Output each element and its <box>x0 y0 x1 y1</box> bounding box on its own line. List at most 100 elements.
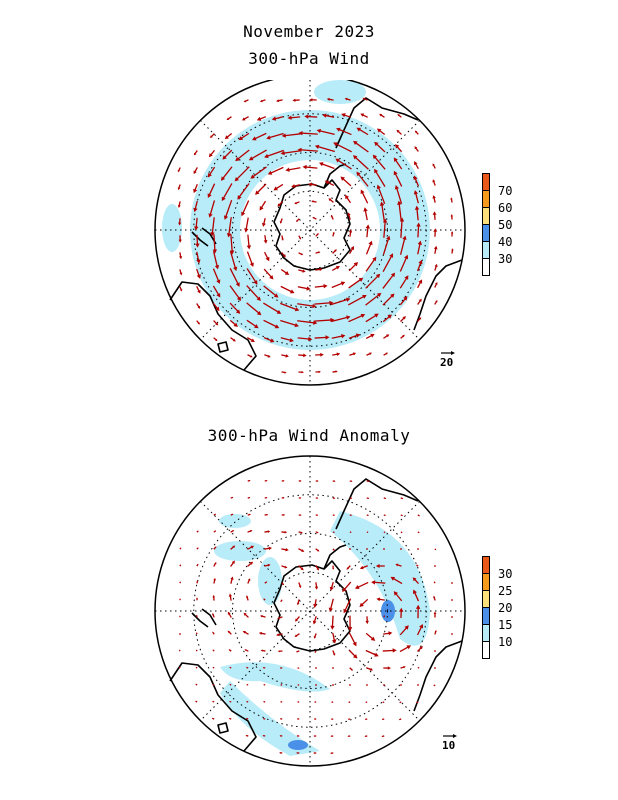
wind-vector <box>267 166 284 175</box>
wind-vector <box>264 513 269 516</box>
anomaly-shading <box>214 511 430 756</box>
wind-vector <box>390 576 403 585</box>
wind-vector <box>196 597 198 601</box>
latitude-circle <box>232 152 388 308</box>
colorbar-swatch <box>482 224 490 242</box>
wind-vector <box>281 497 285 499</box>
wind-vector <box>230 545 236 550</box>
wind-vector <box>434 650 436 652</box>
wind-vector <box>281 582 285 586</box>
wind-vector <box>364 735 368 738</box>
wind-vector <box>229 700 232 703</box>
wind-vector <box>212 700 215 703</box>
wind-vector <box>349 684 351 686</box>
wind-vector <box>416 222 421 238</box>
wind-vector <box>349 548 351 550</box>
wind-vector <box>178 666 181 669</box>
wind-vector <box>316 128 335 136</box>
wind-vector <box>365 224 370 238</box>
wind-vector <box>348 333 361 339</box>
wind-vector <box>298 582 302 589</box>
wind-vector <box>177 184 181 191</box>
reference-vector-wind: 20 <box>440 350 456 369</box>
wind-vector <box>260 649 266 652</box>
wind-vector <box>335 158 352 170</box>
wind-vector <box>258 631 266 635</box>
wind-vector <box>196 580 199 584</box>
reference-arrow-icon <box>441 351 455 355</box>
wind-vector <box>382 293 395 306</box>
wind-vector <box>332 231 335 237</box>
wind-vector <box>353 155 369 170</box>
tasmania-coastline <box>217 341 229 353</box>
wind-vector <box>221 183 233 202</box>
wind-vector <box>433 228 438 237</box>
wind-vector <box>332 497 336 499</box>
new-zealand-coastline <box>191 608 217 628</box>
wind-vector <box>298 480 302 482</box>
wind-vector <box>263 598 266 601</box>
wind-vector <box>297 320 318 325</box>
wind-vector <box>331 334 346 339</box>
wind-vector <box>432 211 437 220</box>
map-gridlines <box>155 80 465 385</box>
colorbar-label: 40 <box>498 235 513 249</box>
wind-vector <box>229 666 232 669</box>
wind-vector <box>375 564 385 569</box>
anomaly-shading-west <box>214 541 266 561</box>
wind-vector <box>314 300 334 306</box>
wind-vector <box>247 354 253 358</box>
wind-vector <box>344 97 351 101</box>
wind-vector <box>349 531 352 533</box>
colorbar-swatch <box>482 173 490 191</box>
latitude-circle <box>270 571 350 651</box>
wind-vector <box>349 480 353 482</box>
wind-vector <box>417 259 423 272</box>
wind-vector <box>417 531 420 534</box>
wind-vector <box>263 251 270 262</box>
wind-vector <box>393 170 403 187</box>
wind-vector <box>348 261 359 272</box>
wind-vector <box>213 546 217 550</box>
wind-vector <box>292 98 300 102</box>
wind-vector <box>348 632 357 647</box>
south-america-coastline <box>335 478 419 530</box>
wind-vector <box>280 701 283 703</box>
wind-vector <box>241 200 250 217</box>
wind-vector <box>228 593 233 601</box>
wind-vector <box>415 564 419 567</box>
wind-vector <box>246 319 259 329</box>
wind-vector <box>432 195 436 203</box>
wind-vector <box>382 272 396 289</box>
colorbar-label: 15 <box>498 618 513 632</box>
wind-vector <box>230 496 234 499</box>
wind-vector <box>241 116 249 121</box>
wind-vector <box>246 683 249 686</box>
wind-vectors <box>177 97 454 374</box>
wind-vector <box>297 336 313 342</box>
wind-vector <box>229 251 238 272</box>
reference-vector-label: 10 <box>442 739 456 752</box>
wind-vector <box>280 285 295 294</box>
wind-vector <box>263 235 268 244</box>
colorbar-swatch <box>482 641 490 659</box>
wind-vector <box>399 254 409 272</box>
wind-vector <box>195 649 198 652</box>
wind-vector <box>328 598 334 612</box>
wind-vector <box>417 298 422 305</box>
wind-vector <box>359 565 368 570</box>
wind-vector <box>226 217 232 238</box>
wind-vector <box>281 371 287 374</box>
wind-vector <box>179 269 183 276</box>
wind-vector <box>382 701 385 704</box>
wind-vector <box>279 752 283 754</box>
wind-vector <box>280 599 283 603</box>
wind-vector <box>359 598 369 608</box>
wind-vector <box>229 319 238 327</box>
wind-vector <box>296 218 300 222</box>
wind-vector <box>179 615 181 618</box>
wind-vector <box>313 718 317 720</box>
wind-vector <box>279 218 283 224</box>
wind-vector <box>365 240 373 255</box>
wind-vector <box>196 251 201 264</box>
